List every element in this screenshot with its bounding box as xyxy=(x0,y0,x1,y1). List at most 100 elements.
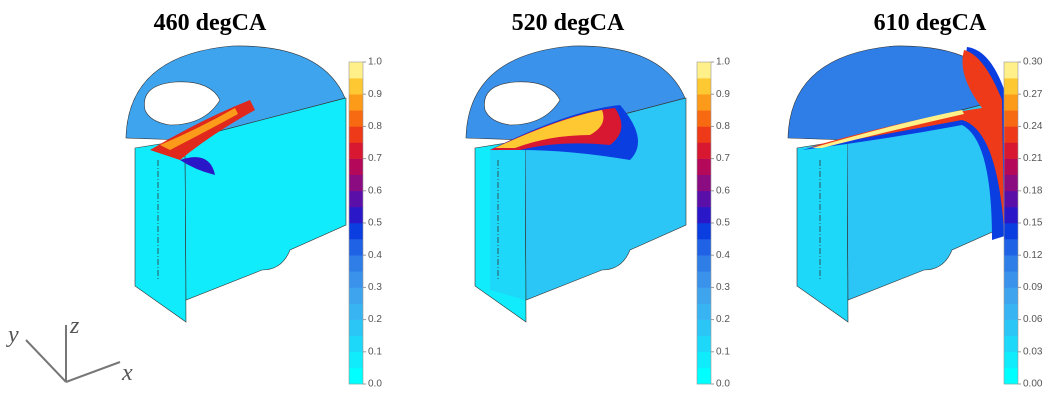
y-axis-line xyxy=(25,339,67,383)
colorbar-swatch xyxy=(697,62,711,79)
colorbar-tick-label: 0.7 xyxy=(368,153,382,164)
colorbar-tick-label: 0.6 xyxy=(368,185,382,196)
colorbar-swatch xyxy=(1004,255,1018,272)
contour-region xyxy=(802,47,1008,240)
colorbar-swatch xyxy=(349,239,363,256)
colorbar-swatch xyxy=(1004,158,1018,175)
colorbar-swatch xyxy=(1004,94,1018,111)
colorbar-tick-label: 1.0 xyxy=(716,57,730,68)
colorbar-tick-label: 0.7 xyxy=(716,153,730,164)
contour-region xyxy=(495,110,604,148)
colorbar-tick-label: 0.21 xyxy=(1023,153,1043,164)
colorbar-tick-label: 1.0 xyxy=(368,57,382,68)
colorbar-swatch xyxy=(1004,319,1018,336)
colorbar-swatch xyxy=(1004,62,1018,79)
panel: 460 degCA 0.0 0.1 0.2 0.3 0.4 0.5 0.6 0.7 0.8 0.9 1… xyxy=(125,10,382,390)
colorbar-tick-label: 0.6 xyxy=(716,185,730,196)
colorbar-swatch xyxy=(349,255,363,272)
colorbar-swatch xyxy=(697,367,711,385)
colorbar-tick-label: 0.27 xyxy=(1023,89,1043,100)
panel-title: 610 degCA xyxy=(874,10,987,36)
contour-region xyxy=(812,110,964,148)
contour-region xyxy=(812,144,847,300)
colorbar-tick-label: 0.5 xyxy=(368,218,382,229)
colorbar-tick-label: 0.4 xyxy=(368,250,382,261)
colorbar-swatch xyxy=(1004,142,1018,159)
colorbar-swatch xyxy=(697,78,711,95)
colorbar-swatch xyxy=(349,158,363,175)
colorbar-tick-label: 0.9 xyxy=(716,89,730,100)
colorbar-tick-label: 0.4 xyxy=(716,250,730,261)
colorbar-swatch xyxy=(349,303,363,320)
axis-triad xyxy=(25,325,121,383)
x-axis-line xyxy=(65,361,121,383)
panel: 610 degCA 0.00 0.03 0.06 0.09 0.12 0.15 0.18 0.2… xyxy=(787,10,1043,390)
contour-region xyxy=(484,81,561,126)
colorbar-swatch xyxy=(697,94,711,111)
colorbar-swatch xyxy=(349,126,363,143)
colorbar-tick-label: 0.30 xyxy=(1023,57,1043,68)
colorbar-swatch xyxy=(1004,239,1018,256)
colorbar-tick-label: 0.8 xyxy=(368,121,382,132)
colorbar-tick-label: 0.09 xyxy=(1023,282,1043,293)
colorbar-swatch xyxy=(1004,110,1018,127)
colorbar-swatch xyxy=(349,94,363,111)
colorbar-tick-label: 0.0 xyxy=(716,379,730,390)
colorbar-swatch xyxy=(1004,271,1018,288)
colorbar-swatch xyxy=(349,142,363,159)
contour-region xyxy=(160,108,238,150)
colorbar-swatch xyxy=(1004,335,1018,353)
colorbar-tick-label: 0.2 xyxy=(716,314,730,325)
colorbar-swatch xyxy=(1004,190,1018,208)
contour-region xyxy=(184,97,347,301)
colorbar-tick-label: 0.24 xyxy=(1023,121,1043,132)
colorbar-swatch xyxy=(349,62,363,79)
colorbar-tick-label: 0.03 xyxy=(1023,346,1043,357)
colorbar-swatch xyxy=(349,287,363,304)
colorbar-tick-label: 0.5 xyxy=(716,218,730,229)
colorbar-swatch xyxy=(697,335,711,353)
colorbar-tick-label: 0.3 xyxy=(716,282,730,293)
contour-region xyxy=(490,144,525,300)
panel-title: 460 degCA xyxy=(154,10,267,36)
contour-region xyxy=(134,139,187,323)
colorbar-swatch xyxy=(697,271,711,288)
colorbar-swatch xyxy=(697,239,711,256)
colorbar-tick-label: 0.00 xyxy=(1023,379,1043,390)
colorbar-swatch xyxy=(349,110,363,127)
colorbar-tick-label: 0.06 xyxy=(1023,314,1043,325)
colorbar-swatch xyxy=(349,271,363,288)
colorbar-swatch xyxy=(697,158,711,175)
y-axis-label: y xyxy=(6,322,19,348)
colorbar-swatch xyxy=(1004,367,1018,385)
colorbar-swatch xyxy=(697,110,711,127)
colorbar-swatch xyxy=(349,335,363,353)
colorbar-swatch xyxy=(697,174,711,192)
panel: 520 degCA 0.0 0.1 0.2 0.3 0.4 0.5 0.6 0.7 0.8 0.9 1… xyxy=(465,10,730,390)
colorbar-swatch xyxy=(1004,351,1018,369)
colorbar-swatch xyxy=(697,287,711,304)
colorbar-swatch xyxy=(349,351,363,369)
colorbar-swatch xyxy=(349,367,363,385)
contour-region xyxy=(846,97,1009,301)
colorbar-swatch xyxy=(697,303,711,320)
colorbar-swatch xyxy=(1004,287,1018,304)
colorbar-swatch xyxy=(349,223,363,240)
colorbar-swatch xyxy=(1004,206,1018,224)
z-axis-label: z xyxy=(69,313,80,339)
colorbar-tick-label: 0.1 xyxy=(716,346,730,357)
colorbar-swatch xyxy=(697,351,711,369)
x-axis-label: x xyxy=(121,360,133,386)
colorbar-swatch xyxy=(349,78,363,95)
colorbar-tick-label: 0.0 xyxy=(368,379,382,390)
colorbar-tick-label: 0.3 xyxy=(368,282,382,293)
colorbar-swatch xyxy=(697,206,711,224)
colorbar-swatch xyxy=(349,174,363,192)
colorbar-swatch xyxy=(697,126,711,143)
colorbar-swatch xyxy=(349,206,363,224)
colorbar-tick-label: 0.18 xyxy=(1023,185,1043,196)
colorbar-swatch xyxy=(1004,78,1018,95)
colorbar-swatch xyxy=(697,190,711,208)
colorbar-swatch xyxy=(697,142,711,159)
